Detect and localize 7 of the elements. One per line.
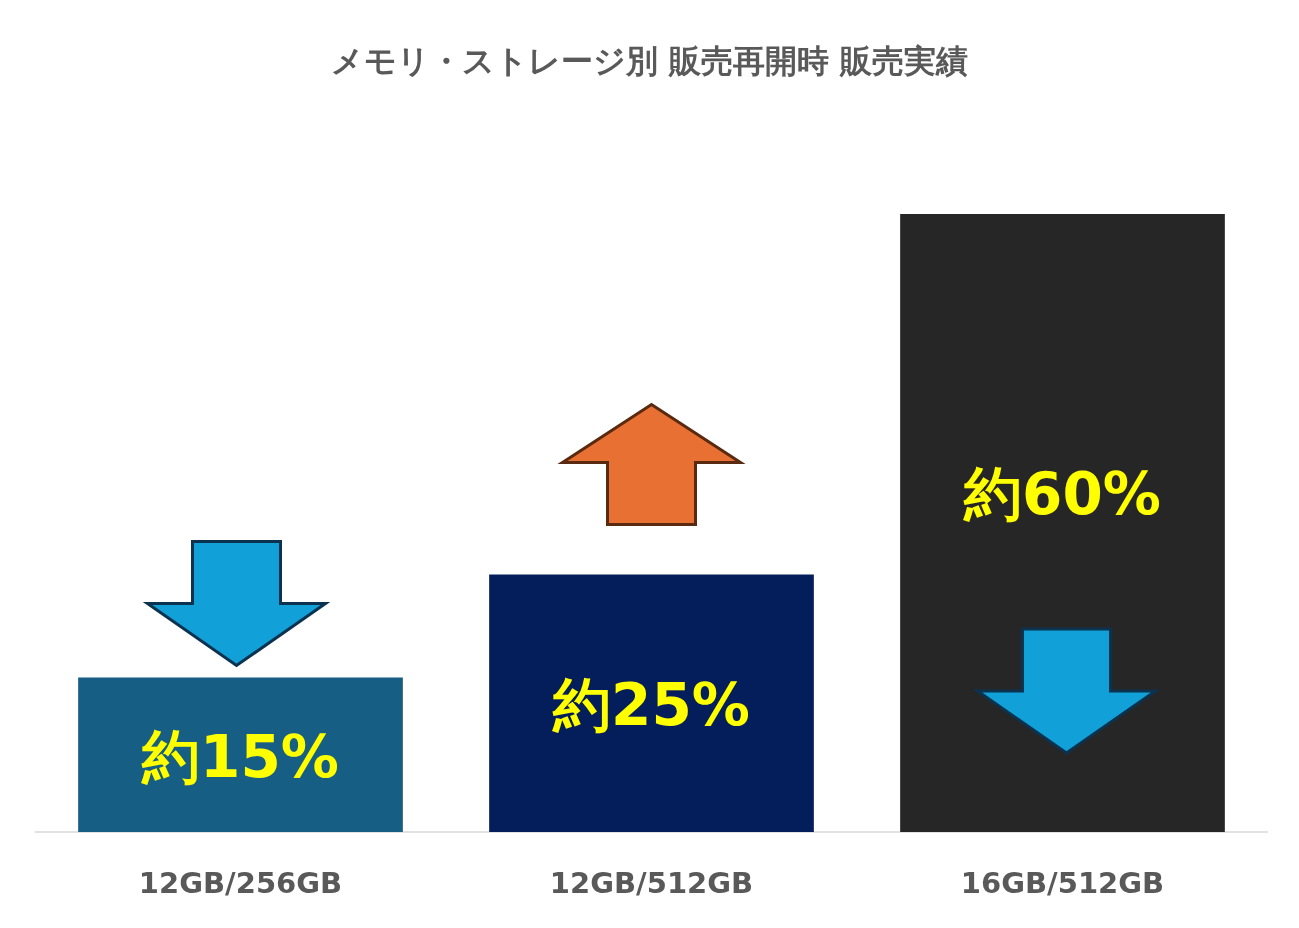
data-label: 約25% <box>552 671 750 740</box>
chart-title: メモリ・ストレージ別 販売再開時 販売実績 <box>330 42 969 80</box>
data-label: 約15% <box>141 722 339 791</box>
x-tick-label: 12GB/512GB <box>549 866 754 900</box>
x-tick-label: 12GB/256GB <box>138 866 343 900</box>
data-label: 約60% <box>963 460 1161 528</box>
x-tick-label: 16GB/512GB <box>960 866 1165 900</box>
